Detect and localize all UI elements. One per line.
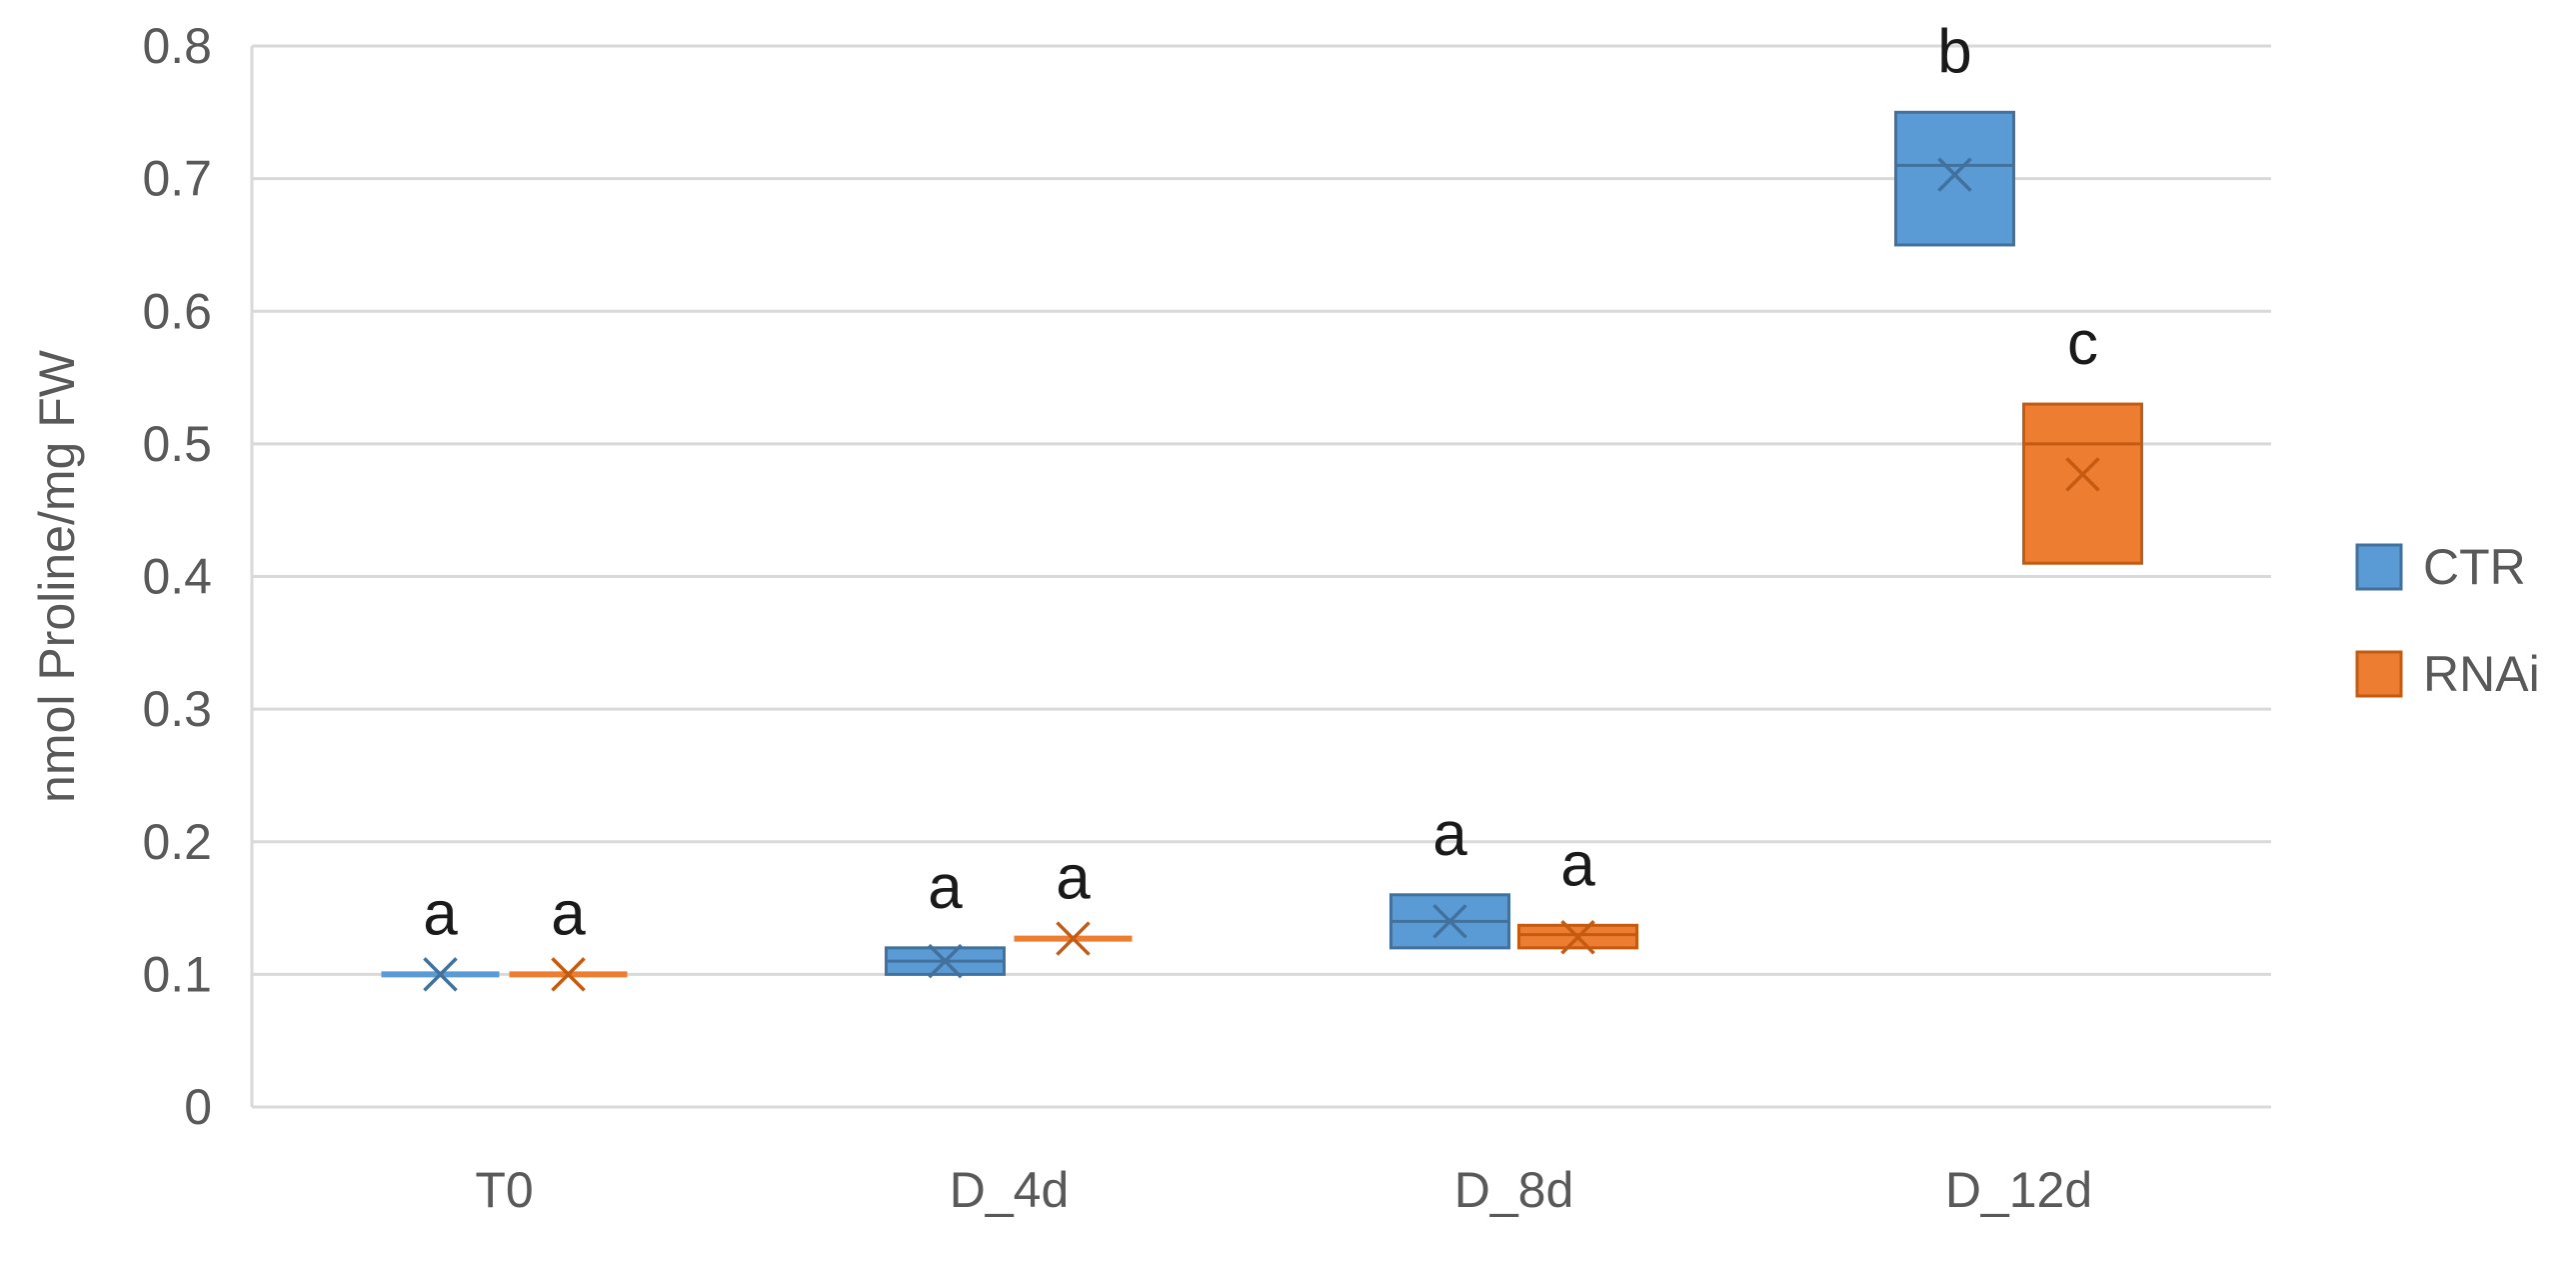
legend-swatch xyxy=(2355,543,2403,591)
y-tick-label: 0.7 xyxy=(142,151,212,207)
y-tick-label: 0.6 xyxy=(142,283,212,339)
box-ctr-d_8d: a xyxy=(1389,800,1510,950)
y-tick-label: 0.8 xyxy=(142,18,212,74)
significance-label: a xyxy=(928,853,963,922)
significance-label: a xyxy=(423,879,458,948)
y-axis-title: nmol Proline/mg FW xyxy=(29,349,85,803)
x-category-label: D_4d xyxy=(950,1162,1070,1218)
mean-marker xyxy=(551,957,586,992)
mean-marker xyxy=(1937,157,1972,192)
significance-label: b xyxy=(1937,17,1971,86)
y-tick-label: 0.5 xyxy=(142,416,212,472)
box-rnai-d_4d: a xyxy=(1014,844,1133,956)
x-category-label: T0 xyxy=(475,1162,533,1218)
legend-entry-rnai: RNAi xyxy=(2355,646,2540,702)
axes: 0 0.1 0.2 0.3 0.4 0.5 0.6 0.7 0.8 nmol Proline/mg… xyxy=(29,18,2092,1218)
y-tick-label: 0.4 xyxy=(142,549,212,605)
box-ctr-d_12d: b xyxy=(1894,17,2015,247)
mean-marker xyxy=(2065,457,2100,492)
box-rnai-t0: a xyxy=(509,879,628,992)
mean-marker xyxy=(928,943,963,979)
significance-label: a xyxy=(551,879,586,948)
significance-label: a xyxy=(1432,800,1467,869)
box-body xyxy=(1894,110,2015,247)
mean-marker xyxy=(423,957,458,992)
y-tick-label: 0 xyxy=(184,1079,212,1135)
box-body xyxy=(2022,402,2143,565)
y-tick-label: 0.3 xyxy=(142,681,212,737)
x-category-label: D_8d xyxy=(1454,1162,1574,1218)
significance-label: a xyxy=(1560,830,1595,899)
significance-label: c xyxy=(2067,309,2098,378)
x-category-label: D_12d xyxy=(1945,1162,2092,1218)
legend-swatch xyxy=(2355,650,2403,698)
box-rnai-d_8d: a xyxy=(1517,830,1638,955)
y-tick-label: 0.2 xyxy=(142,814,212,870)
box-plots: a a a b a a a c xyxy=(381,17,2143,992)
legend: CTR RNAi xyxy=(2355,539,2540,702)
box-ctr-d_4d: a xyxy=(885,853,1006,979)
mean-marker xyxy=(1560,920,1595,955)
legend-label: RNAi xyxy=(2423,646,2540,702)
y-tick-label: 0.1 xyxy=(142,946,212,1002)
significance-label: a xyxy=(1056,844,1091,913)
box-ctr-t0: a xyxy=(381,879,500,992)
legend-label: CTR xyxy=(2423,539,2526,595)
mean-marker xyxy=(1056,921,1091,956)
mean-marker xyxy=(1432,904,1467,939)
legend-entry-ctr: CTR xyxy=(2355,539,2526,595)
box-rnai-d_12d: c xyxy=(2022,309,2143,565)
